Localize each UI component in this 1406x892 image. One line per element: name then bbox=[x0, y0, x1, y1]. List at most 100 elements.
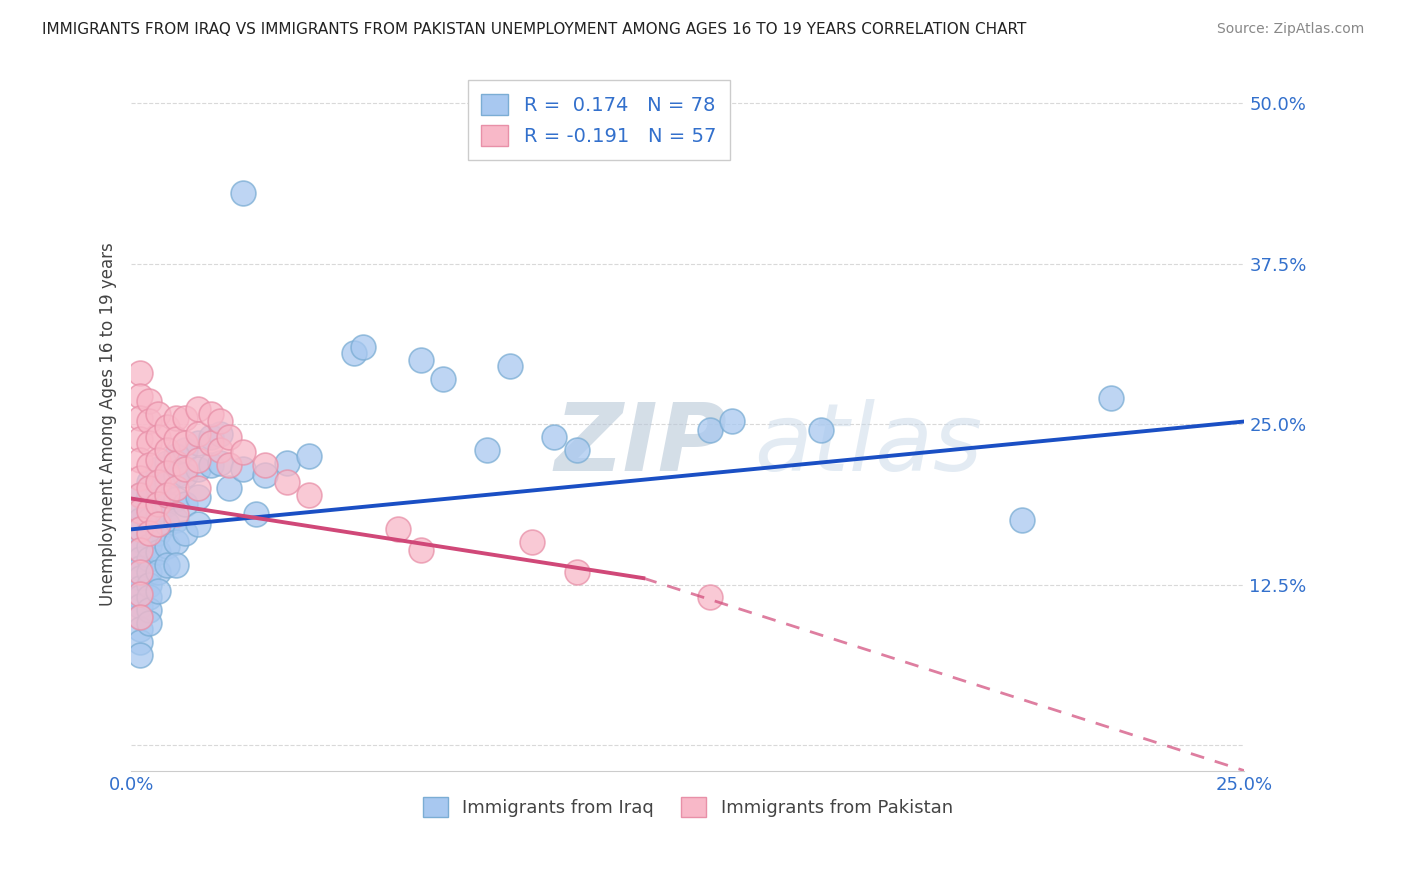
Point bbox=[173, 462, 195, 476]
Point bbox=[187, 481, 209, 495]
Point bbox=[129, 571, 152, 585]
Point bbox=[129, 513, 152, 527]
Point bbox=[156, 419, 179, 434]
Point bbox=[232, 186, 254, 200]
Point bbox=[173, 468, 195, 483]
Point bbox=[146, 497, 169, 511]
Point bbox=[187, 401, 209, 416]
Text: Source: ZipAtlas.com: Source: ZipAtlas.com bbox=[1216, 22, 1364, 37]
Point bbox=[276, 475, 298, 489]
Text: atlas: atlas bbox=[755, 400, 983, 491]
Point bbox=[129, 488, 152, 502]
Point bbox=[146, 407, 169, 421]
Point bbox=[129, 552, 152, 566]
Point bbox=[165, 558, 187, 573]
Point bbox=[146, 430, 169, 444]
Point bbox=[173, 497, 195, 511]
Point bbox=[173, 526, 195, 541]
Point bbox=[129, 433, 152, 447]
Point bbox=[138, 481, 160, 495]
Point bbox=[565, 565, 588, 579]
Point bbox=[129, 648, 152, 662]
Point bbox=[200, 407, 222, 421]
Point bbox=[138, 475, 160, 489]
Point bbox=[187, 436, 209, 450]
Point bbox=[138, 565, 160, 579]
Point bbox=[138, 539, 160, 553]
Point bbox=[138, 526, 160, 541]
Point bbox=[565, 442, 588, 457]
Point bbox=[146, 475, 169, 489]
Point bbox=[156, 517, 179, 532]
Point bbox=[146, 494, 169, 508]
Point bbox=[156, 466, 179, 480]
Point bbox=[352, 340, 374, 354]
Point bbox=[129, 453, 152, 467]
Point bbox=[200, 430, 222, 444]
Point bbox=[173, 442, 195, 457]
Point bbox=[146, 481, 169, 495]
Point bbox=[298, 488, 321, 502]
Point bbox=[138, 394, 160, 409]
Point bbox=[138, 526, 160, 541]
Point bbox=[245, 507, 267, 521]
Point bbox=[1099, 392, 1122, 406]
Point bbox=[156, 442, 179, 457]
Point bbox=[387, 522, 409, 536]
Point bbox=[129, 635, 152, 649]
Point bbox=[129, 533, 152, 547]
Point bbox=[253, 458, 276, 472]
Point bbox=[409, 542, 432, 557]
Point bbox=[129, 542, 152, 557]
Point bbox=[276, 456, 298, 470]
Point bbox=[138, 458, 160, 472]
Point bbox=[187, 453, 209, 467]
Point bbox=[129, 586, 152, 600]
Point bbox=[1011, 513, 1033, 527]
Point bbox=[432, 372, 454, 386]
Point bbox=[156, 475, 179, 489]
Point bbox=[477, 442, 499, 457]
Point bbox=[187, 517, 209, 532]
Point bbox=[165, 513, 187, 527]
Point bbox=[187, 490, 209, 504]
Point bbox=[409, 352, 432, 367]
Point bbox=[156, 456, 179, 470]
Point bbox=[129, 623, 152, 637]
Text: ZIP: ZIP bbox=[554, 399, 727, 491]
Point bbox=[209, 456, 232, 470]
Point bbox=[146, 526, 169, 541]
Point bbox=[810, 424, 832, 438]
Point bbox=[187, 462, 209, 476]
Point bbox=[520, 535, 543, 549]
Point bbox=[253, 468, 276, 483]
Point bbox=[138, 504, 160, 518]
Point bbox=[200, 458, 222, 472]
Point bbox=[138, 500, 160, 515]
Point bbox=[138, 552, 160, 566]
Point bbox=[699, 591, 721, 605]
Point bbox=[156, 558, 179, 573]
Point bbox=[129, 591, 152, 605]
Point bbox=[129, 522, 152, 536]
Point bbox=[138, 591, 160, 605]
Point bbox=[232, 462, 254, 476]
Point bbox=[173, 436, 195, 450]
Point bbox=[146, 462, 169, 476]
Point bbox=[156, 497, 179, 511]
Point bbox=[218, 458, 240, 472]
Point bbox=[129, 599, 152, 614]
Point bbox=[200, 436, 222, 450]
Point bbox=[129, 582, 152, 596]
Point bbox=[129, 565, 152, 579]
Point bbox=[156, 539, 179, 553]
Point bbox=[499, 359, 522, 374]
Point bbox=[165, 481, 187, 495]
Point bbox=[232, 445, 254, 459]
Point bbox=[138, 415, 160, 429]
Point bbox=[165, 535, 187, 549]
Point bbox=[543, 430, 565, 444]
Point bbox=[129, 366, 152, 380]
Point bbox=[129, 389, 152, 403]
Point bbox=[129, 410, 152, 425]
